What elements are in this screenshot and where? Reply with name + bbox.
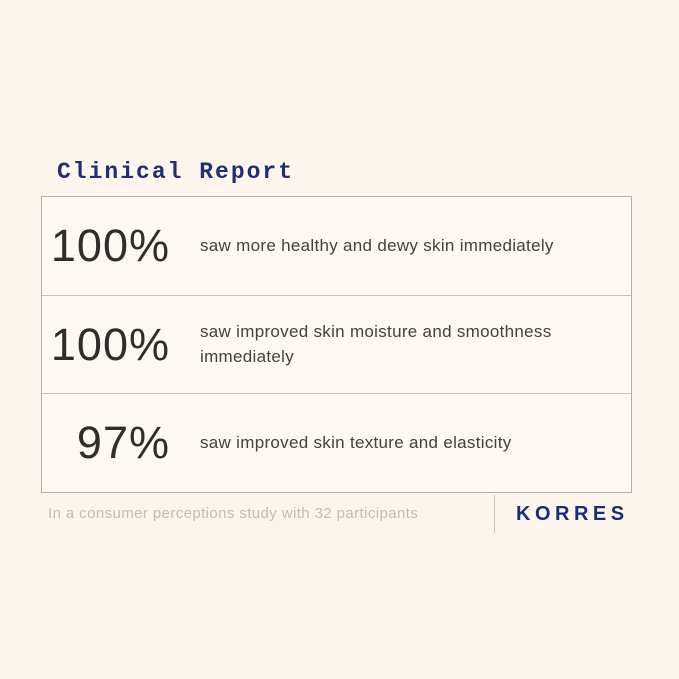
stat-percent: 97%	[76, 417, 170, 469]
stat-percent: 100%	[50, 318, 170, 370]
table-row: 97% saw improved skin texture and elasti…	[42, 393, 631, 492]
table-row: 100% saw more healthy and dewy skin imme…	[42, 197, 631, 295]
clinical-report-table: 100% saw more healthy and dewy skin imme…	[41, 196, 632, 493]
footer-divider	[494, 495, 495, 533]
stat-description: saw improved skin texture and elasticity	[200, 432, 512, 452]
stat-description: saw improved skin moisture and smoothnes…	[200, 321, 552, 366]
page-title: Clinical Report	[57, 159, 295, 185]
korres-logo: KORRES	[516, 503, 629, 525]
table-row: 100% saw improved skin moisture and smoo…	[42, 294, 631, 394]
study-footnote: In a consumer perceptions study with 32 …	[48, 505, 419, 522]
stat-description: saw more healthy and dewy skin immediate…	[200, 235, 554, 255]
stat-percent: 100%	[50, 219, 170, 271]
